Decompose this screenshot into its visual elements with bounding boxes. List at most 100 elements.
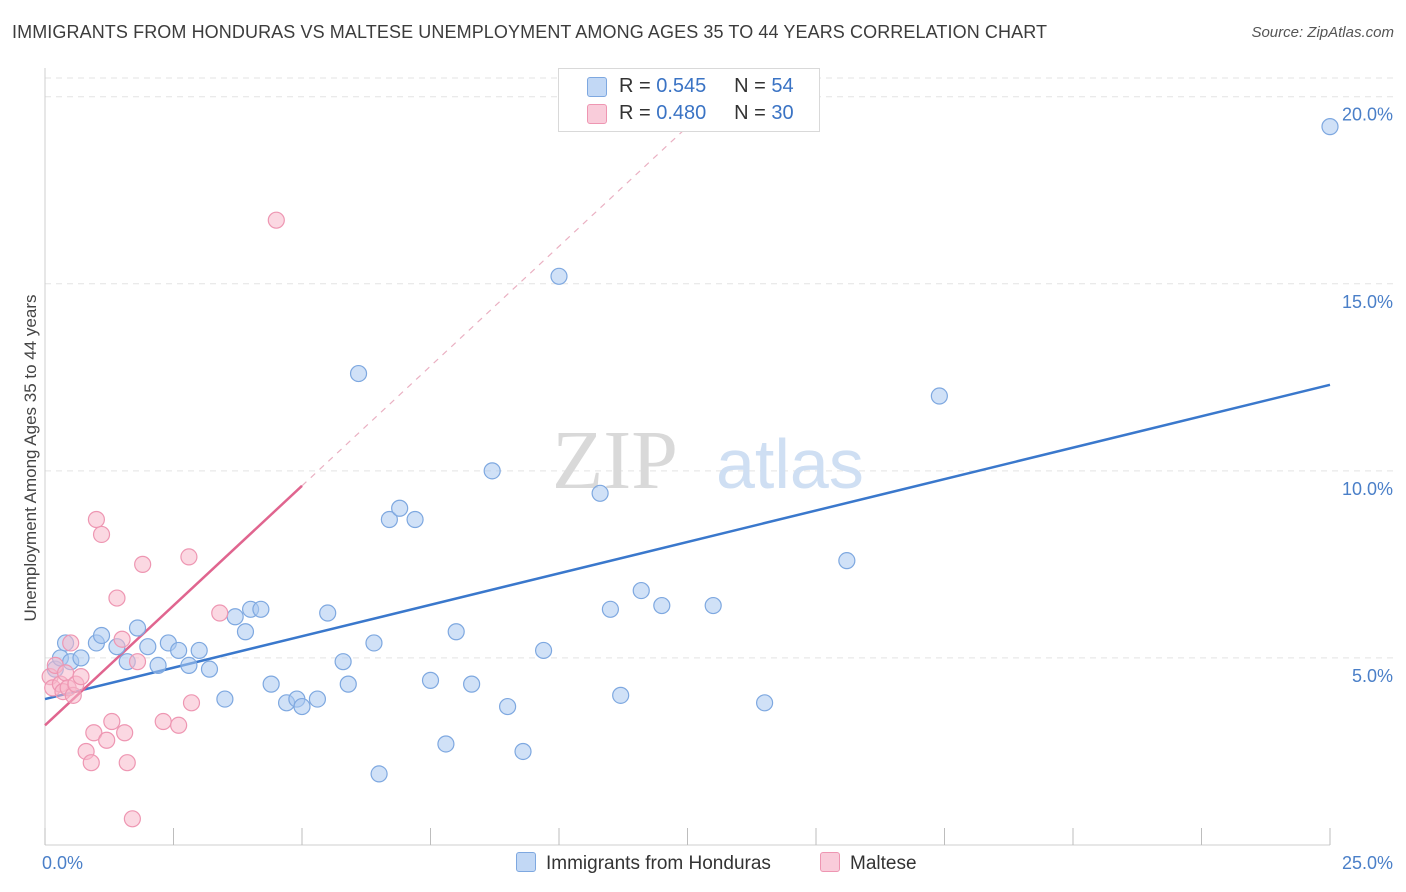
point-maltese-7	[62, 634, 80, 652]
n-value: 54	[771, 75, 794, 97]
point-honduras-18	[226, 608, 244, 626]
x-tick-label-1: 25.0%	[1342, 853, 1393, 873]
point-honduras-4	[72, 649, 90, 667]
point-maltese-18	[108, 589, 126, 607]
n-label: N =	[734, 75, 766, 97]
point-maltese-22	[123, 810, 141, 828]
point-honduras-22	[262, 675, 280, 693]
point-honduras-19	[236, 623, 255, 641]
point-honduras-15	[190, 641, 208, 660]
point-honduras-14	[180, 656, 198, 675]
point-honduras-34	[391, 499, 409, 517]
n-label: N =	[734, 102, 766, 124]
y-tick-label-0: 5.0%	[1352, 666, 1393, 686]
point-maltese-26	[170, 716, 188, 734]
watermark: ZIP atlas	[552, 414, 864, 507]
point-honduras-27	[319, 604, 337, 622]
y-axis-label: Unemployment Among Ages 35 to 44 years	[21, 295, 40, 622]
point-honduras-13	[170, 641, 188, 660]
point-honduras-50	[704, 596, 722, 615]
r-value: 0.545	[656, 75, 707, 97]
point-maltese-27	[180, 548, 198, 566]
point-maltese-23	[128, 653, 147, 671]
trend-line-honduras	[44, 383, 1331, 701]
watermark-zip: ZIP	[552, 414, 678, 507]
point-honduras-46	[601, 600, 620, 618]
bottom-swatch-blue	[516, 852, 536, 872]
point-honduras-47	[612, 686, 630, 704]
point-honduras-44	[550, 267, 568, 285]
point-maltese-13	[85, 724, 103, 742]
point-honduras-21	[252, 600, 270, 618]
point-honduras-9	[128, 619, 147, 637]
r-label: R =	[619, 75, 651, 97]
point-honduras-16	[200, 660, 219, 678]
bottom-legend-label: Maltese	[850, 853, 917, 874]
r-value: 0.480	[656, 102, 707, 124]
source-label: Source: ZipAtlas.com	[1251, 24, 1394, 41]
point-honduras-40	[483, 462, 501, 480]
point-honduras-29	[339, 675, 357, 693]
x-tick-label-0: 0.0%	[42, 853, 83, 873]
point-honduras-10	[139, 638, 157, 656]
point-honduras-49	[653, 596, 671, 615]
bottom-swatch-pink	[820, 852, 840, 872]
legend-swatch-blue	[587, 77, 607, 97]
legend-text-maltese: R = 0.480 N = 30	[619, 102, 794, 125]
point-honduras-17	[216, 690, 234, 708]
point-maltese-10	[72, 668, 90, 686]
axes	[44, 68, 1331, 846]
point-maltese-28	[182, 694, 201, 712]
point-honduras-52	[838, 552, 856, 570]
point-honduras-45	[591, 484, 609, 502]
watermark-atlas: atlas	[716, 425, 864, 503]
point-maltese-15	[92, 525, 111, 544]
chart-title: IMMIGRANTS FROM HONDURAS VS MALTESE UNEM…	[12, 22, 1048, 42]
point-maltese-29	[211, 604, 229, 622]
grid-lines	[45, 77, 1395, 659]
point-maltese-25	[154, 712, 172, 731]
point-honduras-25	[293, 697, 311, 716]
point-honduras-39	[463, 675, 481, 693]
point-honduras-43	[534, 641, 553, 660]
point-maltese-17	[103, 712, 121, 731]
point-honduras-37	[437, 735, 455, 753]
point-honduras-48	[632, 581, 650, 600]
point-honduras-11	[149, 656, 167, 675]
point-maltese-14	[87, 510, 106, 529]
legend-swatch-pink	[587, 104, 607, 124]
bottom-legend-maltese: Maltese	[820, 852, 917, 875]
point-honduras-26	[308, 690, 327, 708]
point-honduras-33	[380, 510, 398, 529]
y-tick-label-1: 10.0%	[1342, 479, 1393, 499]
stats-legend: R = 0.545 N = 54 R = 0.480 N = 30	[558, 68, 820, 132]
point-maltese-12	[82, 754, 100, 772]
point-honduras-42	[514, 742, 532, 761]
point-maltese-21	[118, 754, 136, 772]
point-maltese-24	[134, 555, 152, 573]
bottom-legend-honduras: Immigrants from Honduras	[516, 852, 771, 875]
trend-line-maltese-extension	[301, 126, 688, 487]
point-honduras-53	[930, 387, 948, 405]
y-tick-label-3: 20.0%	[1342, 105, 1393, 125]
point-honduras-6	[92, 626, 111, 645]
legend-text-honduras: R = 0.545 N = 54	[619, 75, 794, 98]
trend-line-maltese	[44, 484, 303, 727]
point-honduras-51	[755, 694, 774, 712]
point-maltese-20	[116, 724, 134, 742]
point-maltese-16	[98, 731, 116, 749]
r-label: R =	[619, 102, 651, 124]
point-honduras-54	[1321, 118, 1339, 136]
trend-lines	[44, 126, 1331, 727]
point-honduras-31	[365, 634, 383, 652]
point-honduras-41	[499, 697, 517, 716]
point-honduras-32	[370, 765, 388, 783]
n-value: 30	[771, 102, 794, 124]
point-honduras-35	[406, 510, 424, 529]
data-points	[41, 118, 1339, 828]
bottom-legend-label: Immigrants from Honduras	[546, 853, 771, 874]
point-honduras-30	[349, 364, 368, 383]
point-honduras-36	[421, 671, 440, 689]
tick-labels: 5.0% 10.0% 15.0% 20.0% 0.0% 25.0%	[42, 105, 1393, 873]
